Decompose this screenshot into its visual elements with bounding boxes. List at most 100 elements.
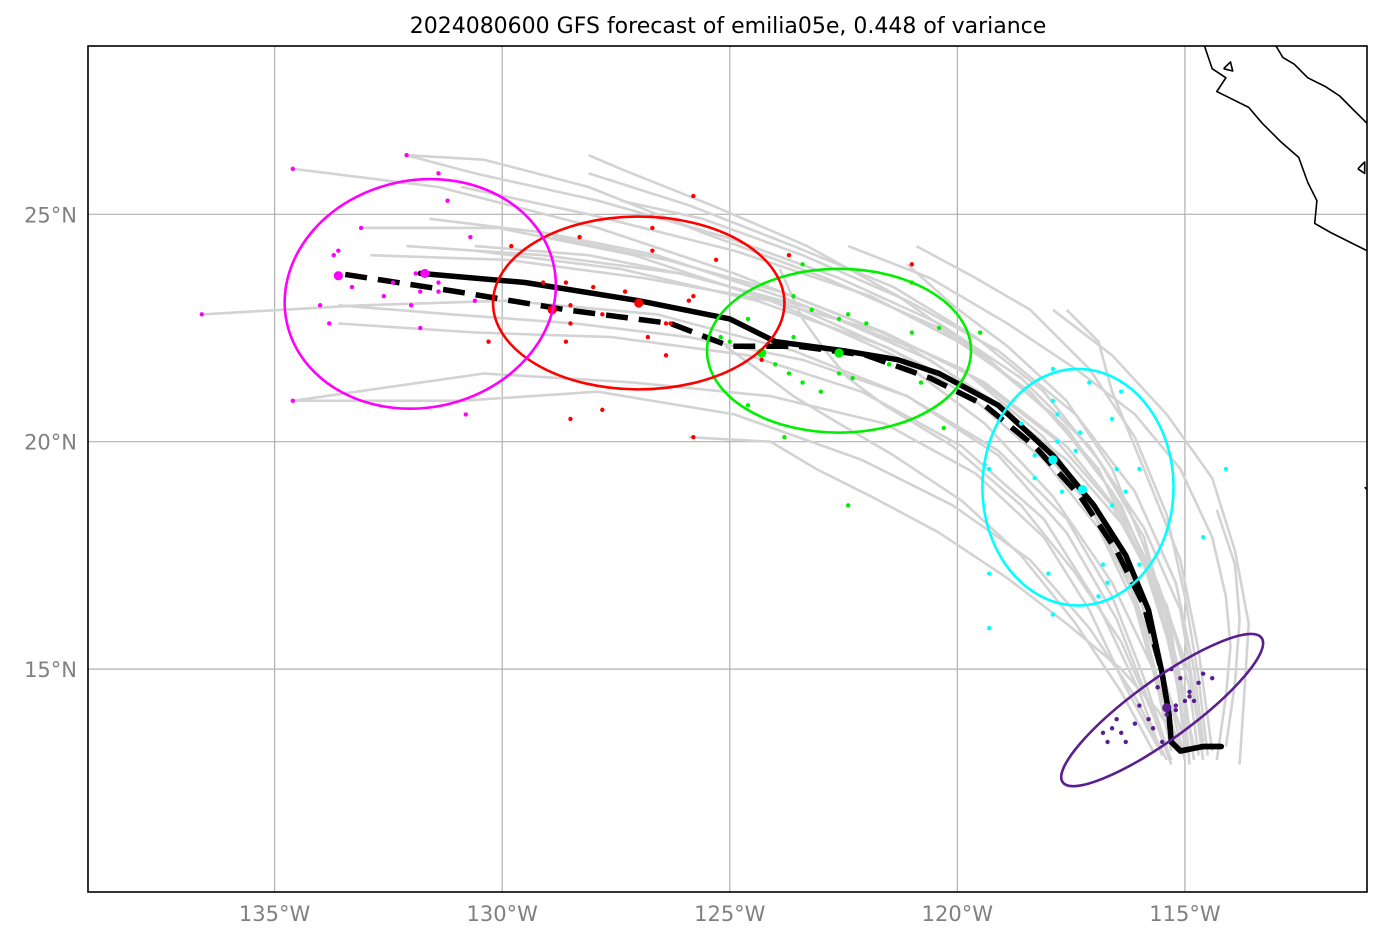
day5-member-point	[463, 412, 468, 417]
day4-member-point	[600, 407, 605, 413]
ensemble-track-line	[552, 235, 1191, 765]
day5-member-point	[436, 171, 441, 176]
day5-member-point	[468, 234, 473, 240]
x-tick-label: 125°W	[694, 902, 766, 926]
day1-uncertainty-ellipse	[1059, 632, 1265, 788]
day1-member-point	[1187, 694, 1192, 699]
day2-member-point	[1046, 571, 1051, 576]
day1-member-point	[1137, 703, 1142, 708]
day1-member-point	[1100, 730, 1106, 736]
day4-member-point	[563, 339, 569, 344]
coastline-segment	[1203, 46, 1367, 252]
day3-uncertainty-ellipse	[705, 267, 973, 434]
day4-member-point	[486, 339, 491, 344]
day2-member-point	[1059, 489, 1065, 494]
day5-member-point	[418, 325, 423, 331]
day3-member-point	[909, 330, 915, 335]
ensemble-track-line	[201, 299, 1173, 761]
day1-member-point	[1155, 685, 1160, 690]
day3-member-point	[845, 503, 851, 508]
day2-member-point	[1119, 389, 1124, 394]
day5-member-point	[418, 289, 423, 294]
day2-member-point	[1100, 562, 1106, 567]
day5-member-point	[331, 253, 336, 258]
day3-member-point	[727, 339, 732, 344]
day4-member-point	[686, 298, 692, 303]
day2-member-point	[1114, 466, 1119, 472]
ensemble-track-line	[778, 268, 1173, 766]
day5-member-point	[358, 225, 364, 231]
day2-uncertainty-ellipse	[981, 367, 1175, 607]
coastline-segment	[1357, 161, 1366, 175]
day4-member-point	[650, 225, 655, 231]
day3-member-point	[886, 362, 892, 367]
day1-member-point	[1109, 726, 1115, 731]
day3-member-point	[800, 262, 805, 267]
day5-member-point	[381, 293, 387, 299]
axis-ticks: 135°W 130°W 125°W 120°W 115°W 15°N 20°N 25°N	[24, 203, 1221, 926]
day2-member-point	[1096, 594, 1101, 599]
day1-member-point	[1146, 716, 1151, 722]
day2-mean-point	[1048, 455, 1058, 465]
day2-member-point	[1055, 439, 1060, 444]
day5-member-point	[436, 289, 441, 294]
day2-mean-point	[1077, 484, 1088, 495]
day4-member-point	[691, 434, 696, 440]
coastline-segment	[1275, 46, 1367, 124]
day4-member-point	[645, 334, 651, 340]
day1-member-point	[1191, 698, 1197, 704]
day5-member-point	[349, 284, 355, 290]
x-tick-label: 135°W	[239, 902, 311, 926]
y-tick-label: 25°N	[24, 203, 77, 227]
day1-member-point	[1114, 716, 1119, 722]
ensemble-track-line	[1215, 509, 1241, 747]
day4-member-point	[663, 353, 669, 358]
day2-member-point	[987, 466, 992, 472]
day3-member-point	[850, 375, 855, 381]
ensemble-track-line	[620, 199, 1205, 743]
ensemble-track-line	[847, 244, 1232, 761]
ensemble-track-line	[915, 244, 1209, 756]
day3-member-point	[809, 307, 814, 313]
coastline-segment	[1223, 61, 1234, 72]
day3-member-point	[818, 389, 824, 394]
day4-member-point	[600, 312, 605, 317]
day4-member-point	[577, 234, 582, 240]
x-tick-label: 120°W	[922, 902, 994, 926]
plot-frame	[87, 45, 1368, 893]
day3-member-point	[936, 325, 942, 331]
ensemble-track-line	[361, 226, 1182, 752]
day5-member-point	[445, 198, 450, 203]
day2-member-point	[1109, 503, 1115, 508]
y-tick-label: 20°N	[24, 431, 77, 455]
day3-member-point	[800, 380, 805, 385]
day1-member-point	[1182, 698, 1188, 704]
day3-member-point	[773, 362, 778, 367]
day4-member-point	[568, 321, 573, 326]
ensemble-track-line	[406, 153, 1205, 761]
day4-member-point	[713, 257, 719, 262]
day1-member-point	[1196, 680, 1201, 685]
ensemble-track-line	[429, 217, 1178, 743]
uncertainty-ellipses-layer	[283, 177, 1265, 788]
day1-member-point	[1164, 712, 1169, 717]
day3-member-point	[845, 312, 851, 317]
day3-member-point	[745, 403, 751, 408]
day4-mean-point	[634, 298, 644, 308]
day4-member-point	[786, 253, 792, 258]
day2-member-point	[1087, 380, 1092, 385]
ensemble-track-line	[724, 345, 1155, 752]
day5-mean-point	[333, 271, 343, 281]
day4-member-point	[568, 416, 573, 422]
day2-member-point	[1109, 416, 1115, 422]
day3-member-point	[864, 321, 869, 326]
day1-member-point	[1119, 730, 1124, 736]
day1-member-point	[1150, 726, 1156, 731]
ensemble-tracks-layer	[201, 153, 1250, 766]
grid-lines	[88, 46, 1367, 892]
day4-member-point	[622, 289, 628, 294]
day2-member-point	[1137, 562, 1142, 567]
day1-member-point	[1178, 676, 1183, 681]
plot-area	[199, 46, 1367, 788]
